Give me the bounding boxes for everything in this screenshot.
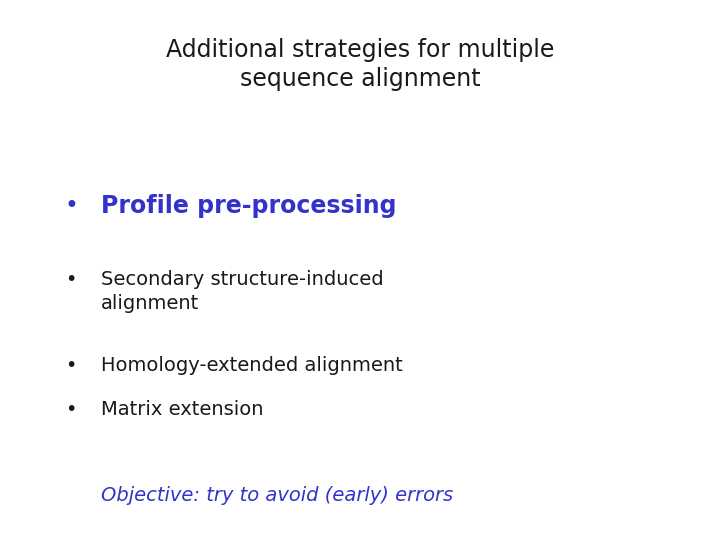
Text: Objective: try to avoid (early) errors: Objective: try to avoid (early) errors — [101, 486, 453, 505]
Text: Homology-extended alignment: Homology-extended alignment — [101, 356, 402, 375]
Text: Profile pre-processing: Profile pre-processing — [101, 194, 396, 218]
Text: Matrix extension: Matrix extension — [101, 400, 264, 419]
Text: •: • — [65, 194, 78, 218]
Text: •: • — [65, 270, 76, 289]
Text: •: • — [65, 356, 76, 375]
Text: Additional strategies for multiple
sequence alignment: Additional strategies for multiple seque… — [166, 38, 554, 91]
Text: •: • — [65, 400, 76, 419]
Text: Secondary structure-induced
alignment: Secondary structure-induced alignment — [101, 270, 384, 313]
